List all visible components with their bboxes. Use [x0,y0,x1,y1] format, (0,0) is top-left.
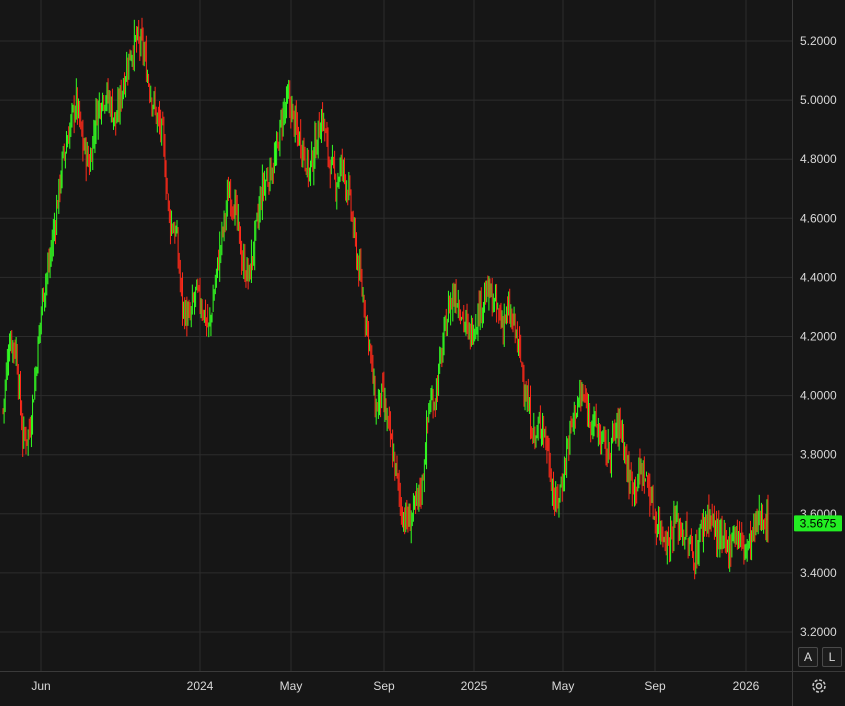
x-tick-label: Jun [31,679,50,693]
candlestick-series [2,17,769,580]
last-price-label: 3.5675 [800,516,837,530]
x-tick-label: 2026 [733,679,760,693]
y-tick-label: 3.2000 [800,625,837,639]
y-tick-label: 5.2000 [800,34,837,48]
log-scale-button[interactable]: L [822,647,842,667]
y-tick-label: 4.2000 [800,330,837,344]
x-tick-label: 2024 [187,679,214,693]
y-tick-label: 4.6000 [800,211,837,225]
y-tick-label: 4.4000 [800,270,837,284]
y-tick-label: 3.4000 [800,566,837,580]
x-tick-label: Sep [644,679,666,693]
settings-gear-icon[interactable] [809,676,829,696]
grid-layer [0,0,792,671]
y-tick-label: 5.0000 [800,93,837,107]
x-tick-label: 2025 [461,679,488,693]
y-tick-label: 4.0000 [800,389,837,403]
x-tick-label: May [280,679,303,693]
y-tick-label: 4.8000 [800,152,837,166]
y-tick-label: 3.8000 [800,448,837,462]
x-tick-label: Sep [373,679,395,693]
auto-scale-button[interactable]: A [798,647,818,667]
x-tick-label: May [552,679,575,693]
last-price-tag [794,515,842,532]
